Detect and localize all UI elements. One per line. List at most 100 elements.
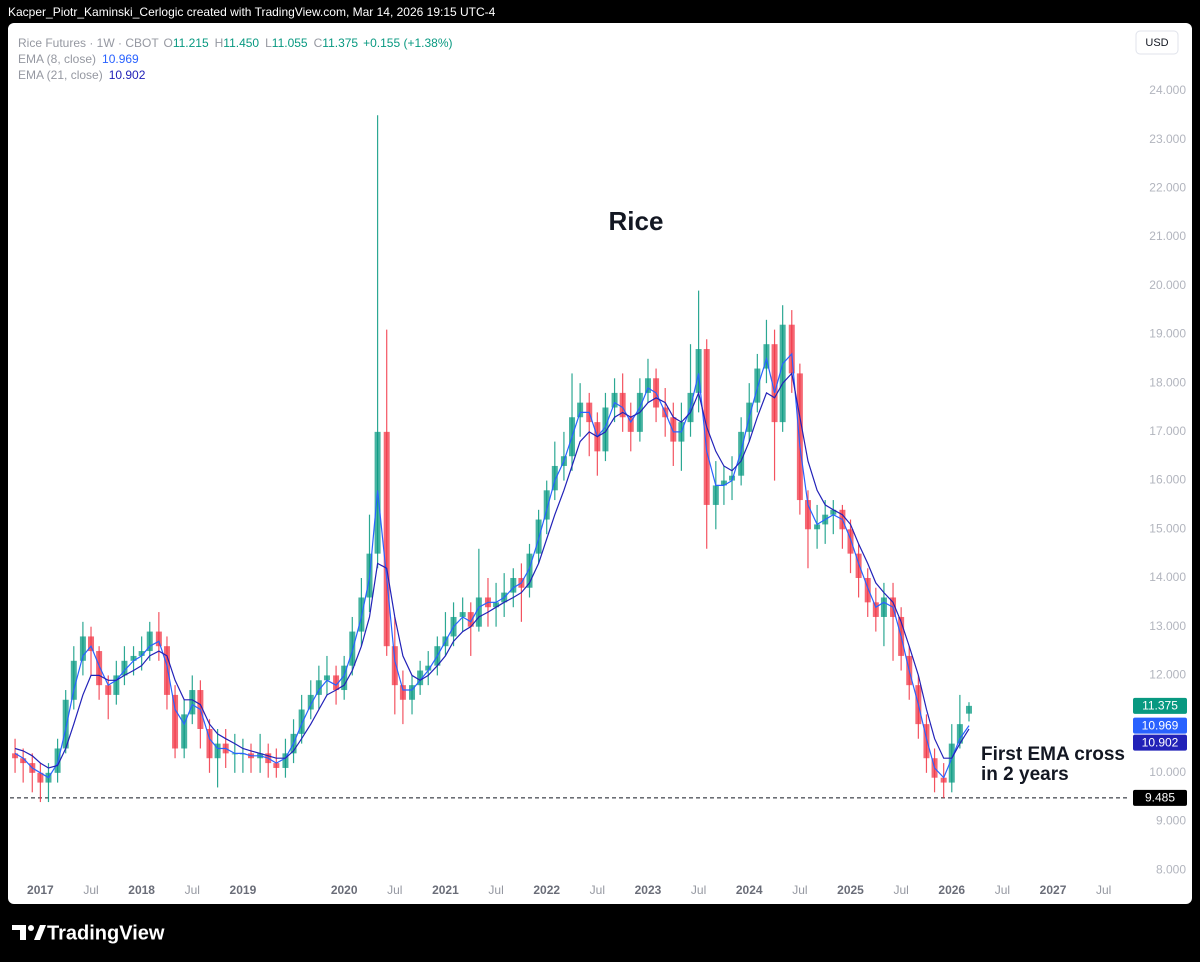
candle-body	[333, 675, 340, 691]
annotation: First EMA cross	[981, 744, 1125, 765]
candle-body	[425, 665, 432, 671]
candle-body	[729, 475, 736, 481]
x-tick-label: Jul	[83, 883, 98, 897]
x-tick-label: 2017	[27, 883, 54, 897]
candle-body	[62, 699, 69, 749]
candle-body	[864, 577, 871, 603]
chart-panel	[8, 23, 1192, 904]
candle-body	[189, 690, 196, 715]
x-tick-label: Jul	[792, 883, 807, 897]
ema-line	[14, 372, 970, 769]
candle-body	[130, 655, 137, 661]
x-tick-label: 2022	[533, 883, 560, 897]
candle-body	[779, 324, 786, 423]
header-credit: Kacper_Piotr_Kaminski_Cerlogic created w…	[8, 5, 496, 19]
candle-body	[796, 373, 803, 501]
x-tick-label: Jul	[185, 883, 200, 897]
candle-body	[113, 675, 120, 695]
candle-body	[611, 392, 618, 408]
candle-body	[282, 753, 289, 768]
candle-body	[804, 500, 811, 530]
candle-body	[627, 417, 634, 432]
candle-body	[814, 524, 821, 530]
legend-key: O	[163, 36, 172, 50]
candle-body	[788, 324, 795, 374]
price-tag	[1133, 717, 1187, 734]
candle-body	[12, 753, 19, 759]
candle-body	[20, 758, 27, 764]
x-tick-label: Jul	[1096, 883, 1111, 897]
candle-body	[847, 529, 854, 554]
legend-line: EMA (21, close) 10.902	[18, 68, 146, 82]
candle-body	[409, 685, 416, 700]
currency-button[interactable]	[1135, 30, 1179, 55]
candle-body	[535, 519, 542, 554]
y-tick-label: 15.000	[1149, 521, 1186, 535]
candle-body	[273, 763, 280, 768]
candle-body	[948, 743, 955, 783]
y-tick-label: 9.000	[1156, 814, 1186, 828]
legend-series-value: 10.969	[102, 52, 139, 66]
legend-series-value: 10.902	[109, 68, 146, 82]
legend-value: 11.055	[272, 36, 308, 50]
candle-body	[855, 553, 862, 578]
x-tick-label: 2024	[736, 883, 763, 897]
candle-body	[146, 631, 153, 652]
candle-body	[391, 646, 398, 686]
legend-series-name: EMA (21, close)	[18, 68, 103, 82]
y-tick-label: 19.000	[1149, 327, 1186, 341]
price-tag-label: 10.969	[1142, 718, 1179, 732]
legend-key: H	[215, 36, 224, 50]
price-tag	[1133, 734, 1187, 751]
candle-body	[417, 670, 424, 686]
candle-body	[956, 724, 963, 744]
price-tag	[1133, 789, 1187, 806]
candle-body	[602, 407, 609, 452]
y-tick-label: 12.000	[1149, 668, 1186, 682]
price-tag-label: 10.902	[1142, 735, 1179, 749]
x-tick-label: Jul	[893, 883, 908, 897]
brand-logo	[12, 925, 46, 940]
ema-line	[14, 352, 970, 779]
y-tick-label: 24.000	[1149, 83, 1186, 97]
x-tick-label: Jul	[387, 883, 402, 897]
y-tick-label: 21.000	[1149, 229, 1186, 243]
y-tick-label: 23.000	[1149, 132, 1186, 146]
candle-body	[138, 651, 145, 656]
candle-body	[695, 349, 702, 393]
candle-body	[459, 612, 466, 617]
x-tick-label: 2026	[938, 883, 965, 897]
price-tag-label: 11.375	[1142, 699, 1178, 713]
candle-body	[619, 392, 626, 418]
candle-body	[96, 651, 103, 686]
candle-body	[214, 743, 221, 759]
currency-label: USD	[1145, 37, 1168, 49]
annotation: in 2 years	[981, 764, 1069, 785]
candle-body	[70, 660, 77, 700]
candle-body	[543, 490, 550, 520]
x-tick-label: 2023	[635, 883, 662, 897]
legend-change: +0.155 (+1.38%)	[363, 36, 452, 50]
candle-body	[738, 431, 745, 476]
candle-body	[37, 772, 44, 783]
candle-body	[940, 777, 947, 783]
candle-body	[720, 480, 727, 486]
legend-value: 11.375	[322, 36, 358, 50]
candle-body	[383, 431, 390, 647]
candle-body	[510, 577, 517, 593]
candle-body	[577, 402, 584, 418]
candle-body	[493, 602, 500, 608]
chart-title: Rice	[609, 206, 664, 236]
y-tick-label: 17.000	[1149, 424, 1186, 438]
legend-symbol: Rice Futures · 1W · CBOT	[18, 36, 159, 50]
y-tick-label: 8.000	[1156, 862, 1186, 876]
candle-body	[172, 694, 179, 749]
y-tick-label: 13.000	[1149, 619, 1186, 633]
x-tick-label: 2018	[128, 883, 155, 897]
candle-body	[155, 631, 162, 647]
legend-key: C	[314, 36, 323, 50]
x-tick-label: 2020	[331, 883, 358, 897]
legend: Rice Futures · 1W · CBOT O11.215 H11.450 L1…	[18, 36, 453, 82]
